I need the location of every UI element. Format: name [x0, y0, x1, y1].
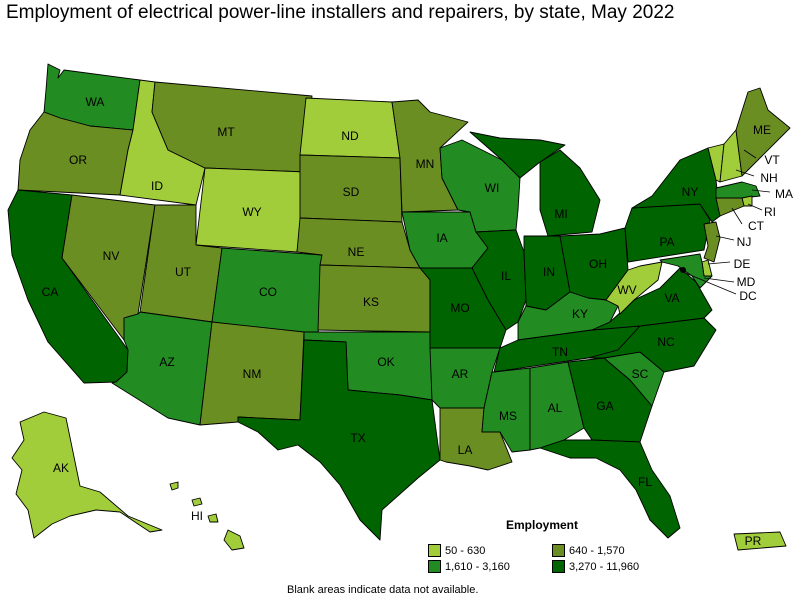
- legend-swatch: [552, 560, 565, 573]
- legend-item-1: 50 - 630: [428, 544, 485, 557]
- label-AR: AR: [452, 367, 469, 381]
- state-IL[interactable]: [471, 229, 527, 331]
- legend-swatch: [428, 544, 441, 557]
- label-NE: NE: [348, 245, 365, 259]
- label-PR: PR: [745, 534, 762, 548]
- label-MD: MD: [737, 275, 756, 289]
- label-VA: VA: [664, 291, 679, 305]
- label-MO: MO: [450, 301, 469, 315]
- label-IA: IA: [436, 231, 447, 245]
- label-KY: KY: [572, 307, 588, 321]
- legend-item-3: 1,610 - 3,160: [428, 560, 510, 573]
- label-TX: TX: [350, 431, 365, 445]
- label-KS: KS: [363, 295, 379, 309]
- legend-label: 1,610 - 3,160: [445, 560, 510, 573]
- label-WY: WY: [242, 205, 261, 219]
- label-CA: CA: [42, 285, 59, 299]
- legend-label: 50 - 630: [445, 544, 486, 557]
- label-MI: MI: [554, 207, 567, 221]
- state-labels: WA OR CA ID NV MT WY UT AZ CO NM ND SD N…: [42, 95, 793, 548]
- state-HI-small1[interactable]: [207, 513, 219, 523]
- label-WV: WV: [617, 283, 636, 297]
- label-OR: OR: [69, 153, 87, 167]
- label-ID: ID: [151, 179, 163, 193]
- label-OK: OK: [377, 355, 394, 369]
- label-GA: GA: [596, 399, 613, 413]
- state-HI-small3[interactable]: [169, 481, 179, 491]
- label-ND: ND: [341, 129, 359, 143]
- legend-item-4: 3,270 - 11,960: [552, 560, 639, 573]
- label-MT: MT: [217, 125, 235, 139]
- label-NY: NY: [682, 185, 699, 199]
- label-PA: PA: [659, 235, 674, 249]
- label-IL: IL: [501, 269, 511, 283]
- label-RI: RI: [764, 205, 776, 219]
- label-DC: DC: [739, 289, 757, 303]
- legend-label: 3,270 - 11,960: [569, 560, 640, 573]
- label-HI: HI: [191, 509, 203, 523]
- label-NJ: NJ: [737, 235, 752, 249]
- state-FL[interactable]: [539, 439, 681, 539]
- state-MI-upper[interactable]: [469, 131, 566, 179]
- legend-title: Employment: [506, 518, 579, 532]
- label-AL: AL: [548, 401, 563, 415]
- state-HI[interactable]: [223, 529, 245, 551]
- legend-swatch: [428, 560, 441, 573]
- footnote: Blank areas indicate data not available.: [287, 584, 479, 596]
- label-SC: SC: [632, 367, 649, 381]
- state-AK[interactable]: [11, 411, 163, 539]
- label-MN: MN: [416, 157, 435, 171]
- label-MA: MA: [775, 187, 793, 201]
- label-DE: DE: [734, 257, 751, 271]
- label-ME: ME: [753, 123, 771, 137]
- label-AK: AK: [53, 461, 69, 475]
- label-NV: NV: [103, 249, 120, 263]
- label-VT: VT: [764, 153, 780, 167]
- label-IN: IN: [543, 265, 555, 279]
- label-FL: FL: [638, 475, 652, 489]
- map-title: Employment of electrical power-line inst…: [6, 2, 675, 23]
- state-TX[interactable]: [237, 339, 441, 541]
- state-PA[interactable]: [624, 203, 711, 263]
- label-CO: CO: [259, 285, 277, 299]
- label-LA: LA: [458, 443, 473, 457]
- label-CT: CT: [748, 219, 765, 233]
- legend-item-2: 640 - 1,570: [552, 544, 625, 557]
- label-UT: UT: [175, 265, 192, 279]
- label-NM: NM: [243, 367, 262, 381]
- label-MS: MS: [499, 409, 517, 423]
- state-MA[interactable]: [715, 181, 761, 201]
- state-NJ[interactable]: [703, 221, 721, 263]
- legend-label: 640 - 1,570: [569, 544, 625, 557]
- label-NC: NC: [657, 335, 675, 349]
- state-CT[interactable]: [715, 197, 745, 217]
- state-MD[interactable]: [659, 253, 713, 289]
- state-VA[interactable]: [591, 267, 713, 331]
- label-SD: SD: [343, 185, 360, 199]
- label-AZ: AZ: [159, 355, 174, 369]
- label-WI: WI: [485, 181, 500, 195]
- label-WA: WA: [86, 95, 105, 109]
- state-HI-small2[interactable]: [191, 497, 203, 507]
- legend-swatch: [552, 544, 565, 557]
- legend: Employment 50 - 630 640 - 1,570 1,610 - …: [428, 518, 668, 578]
- state-NC[interactable]: [587, 317, 717, 373]
- dc-marker: [680, 267, 686, 273]
- state-PR[interactable]: [733, 531, 787, 551]
- state-ND[interactable]: [299, 97, 401, 159]
- state-MI[interactable]: [539, 149, 601, 237]
- label-OH: OH: [589, 257, 607, 271]
- label-TN: TN: [552, 345, 568, 359]
- leader-lines: [682, 149, 771, 295]
- label-NH: NH: [760, 171, 777, 185]
